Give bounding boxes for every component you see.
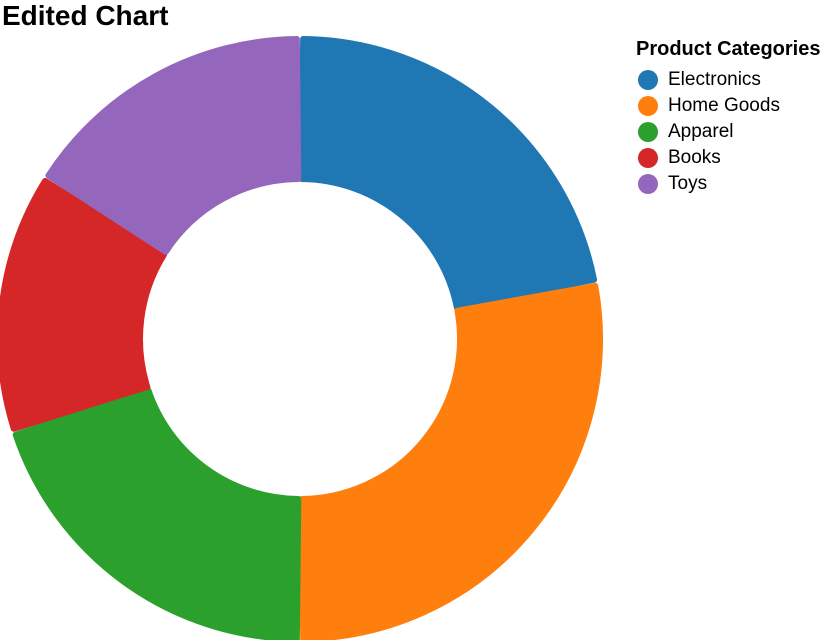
legend-item-books: Books bbox=[636, 145, 820, 171]
donut-slices bbox=[0, 36, 603, 640]
legend-label: Electronics bbox=[668, 69, 761, 90]
legend-label: Toys bbox=[668, 173, 708, 194]
legend-swatch bbox=[638, 148, 658, 168]
legend-label: Books bbox=[668, 147, 721, 168]
legend-items: Electronics Home Goods Apparel Books Toys bbox=[636, 67, 820, 197]
legend-swatch bbox=[638, 174, 658, 194]
slice-apparel bbox=[12, 387, 302, 640]
legend: Product Categories Electronics Home Goods… bbox=[636, 38, 820, 197]
donut-chart bbox=[0, 36, 603, 640]
legend-item-home-goods: Home Goods bbox=[636, 93, 820, 119]
legend-swatch bbox=[638, 96, 658, 116]
legend-item-apparel: Apparel bbox=[636, 119, 820, 145]
legend-swatch bbox=[638, 70, 658, 90]
legend-label: Home Goods bbox=[668, 95, 780, 116]
legend-swatch bbox=[638, 122, 658, 142]
legend-item-toys: Toys bbox=[636, 171, 820, 197]
slice-home-goods bbox=[298, 282, 603, 640]
legend-title: Product Categories bbox=[636, 38, 821, 60]
legend-item-electronics: Electronics bbox=[636, 67, 820, 93]
chart-title: Edited Chart bbox=[2, 0, 169, 31]
slice-toys bbox=[45, 36, 302, 255]
slice-electronics bbox=[298, 36, 598, 311]
slice-books bbox=[0, 177, 168, 432]
legend-label: Apparel bbox=[668, 121, 734, 142]
